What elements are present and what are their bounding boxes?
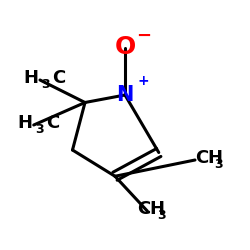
Text: 3: 3 (35, 123, 43, 136)
Text: H: H (207, 149, 222, 167)
Text: C: C (195, 149, 208, 167)
Text: H: H (18, 114, 32, 132)
Text: −: − (136, 27, 151, 45)
Text: C: C (138, 200, 151, 218)
Text: H: H (150, 200, 164, 218)
Text: +: + (137, 74, 149, 88)
Text: 3: 3 (157, 209, 166, 222)
Text: N: N (116, 85, 134, 105)
Text: 3: 3 (214, 158, 223, 171)
Text: H: H (24, 69, 39, 87)
Text: O: O (114, 36, 136, 60)
Text: C: C (46, 114, 59, 132)
Text: 3: 3 (41, 78, 50, 91)
Text: C: C (52, 69, 65, 87)
